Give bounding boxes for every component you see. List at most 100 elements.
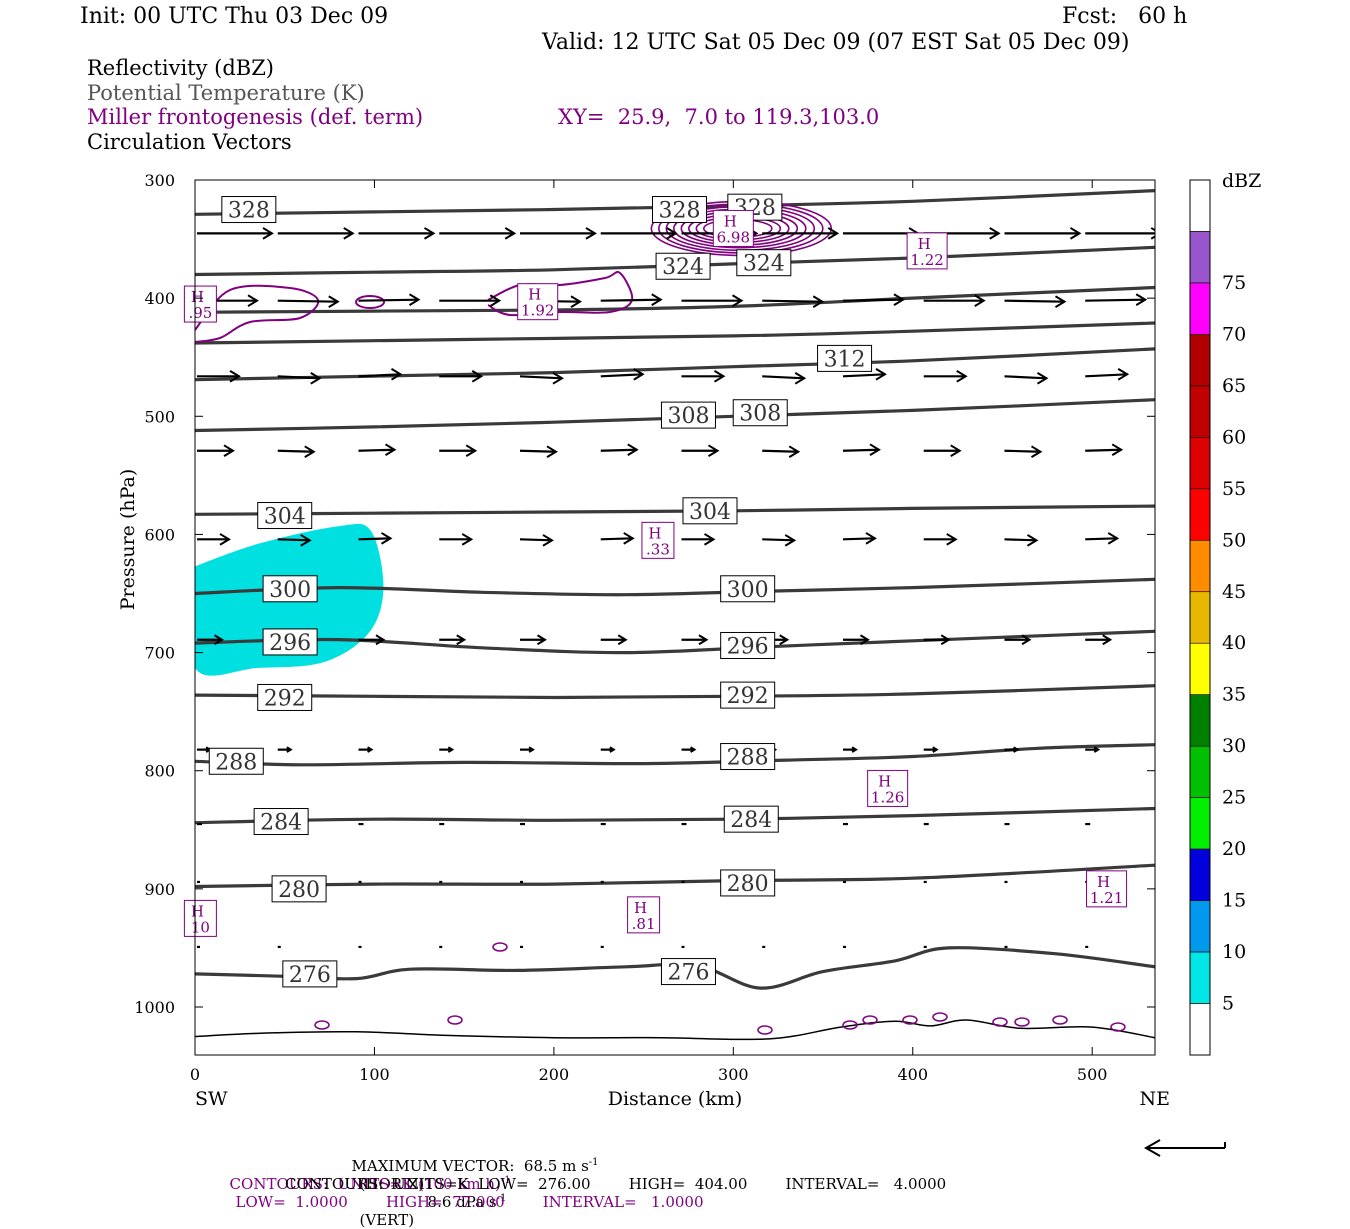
vector-arrow xyxy=(1085,537,1118,541)
colorbar-level: 40 xyxy=(1222,632,1246,654)
frontogenesis-contour xyxy=(492,942,508,952)
theta-line xyxy=(195,684,1155,700)
vector-arrowhead xyxy=(690,746,697,753)
theta-label-box xyxy=(720,869,776,897)
vector-arrowhead xyxy=(812,295,825,308)
vector-arrow xyxy=(519,375,563,380)
colorbar-level: 5 xyxy=(1222,993,1234,1015)
fronto-label-box xyxy=(641,521,675,559)
theta-label-box xyxy=(262,575,318,603)
theta-line xyxy=(195,398,1155,433)
colorbar-level: 10 xyxy=(1222,941,1246,963)
vector-arrowhead xyxy=(219,533,231,546)
colorbar-segment xyxy=(1189,694,1211,747)
vector-arrow xyxy=(600,373,643,378)
theta-label-text: 284 xyxy=(260,811,302,836)
vector-arrow xyxy=(600,537,633,541)
frontogenesis-contour xyxy=(932,1012,948,1022)
theta-label-box xyxy=(262,628,318,656)
surface-line xyxy=(195,1019,1155,1041)
theta-label-text: 280 xyxy=(727,872,769,897)
vector-arrowhead xyxy=(223,444,235,457)
vector-arrowhead xyxy=(633,368,645,381)
colorbar-title: dBZ xyxy=(1222,170,1261,192)
theta-label-text: 300 xyxy=(269,578,311,603)
vector-arrow xyxy=(762,299,823,303)
circulation-vectors xyxy=(197,227,1155,949)
vector-arrowhead xyxy=(528,746,535,753)
theta-label-box xyxy=(257,502,313,530)
x-tick-label: 300 xyxy=(718,1065,749,1084)
colorbar-level: 45 xyxy=(1222,581,1246,603)
colorbar-frame xyxy=(1189,179,1211,1056)
vector-arrowhead xyxy=(585,227,597,240)
colorbar-segment xyxy=(1189,539,1211,593)
vector-arrow xyxy=(358,537,391,541)
theta-label-box xyxy=(682,497,738,525)
legend-circulation-vectors: Circulation Vectors xyxy=(87,130,292,154)
vector-arrowhead xyxy=(875,368,887,381)
vector-arrowhead xyxy=(698,634,709,646)
theta-contour-label: 288 xyxy=(720,743,776,771)
theta-label-text: 276 xyxy=(667,961,709,986)
dbz-colorbar: dBZ 5 10 15 20 25 30 35 40 45 50 55 60 65 70 75 xyxy=(1189,170,1261,1056)
theta-label-text: 276 xyxy=(289,963,331,988)
frontogenesis-contour xyxy=(447,1015,463,1025)
vector-arrowhead xyxy=(893,293,905,306)
frontogenesis-max-label: H1.26 xyxy=(867,769,909,807)
legend-xy-endpoints: XY= 25.9, 7.0 to 119.3,103.0 xyxy=(558,105,880,129)
theta-contour-label: 328 xyxy=(221,196,277,224)
vector-arrow xyxy=(277,299,338,303)
footer-theta-contours: CONTOURS: UNITS=K LOW= 276.00 HIGH= 404.… xyxy=(285,1175,947,1193)
max-vector-vert: (VERT) xyxy=(359,1211,415,1229)
vector-arrowhead xyxy=(286,746,293,753)
theta-contour-label: 324 xyxy=(655,252,711,280)
max-vector-vert-exp: -1 xyxy=(496,1193,507,1204)
fronto-units: CONTOURS: UNITS=K (100 km h) xyxy=(229,1175,501,1193)
colorbar-segment xyxy=(1189,848,1211,901)
x-tick-label: 400 xyxy=(897,1065,928,1084)
frontogenesis-max-label: H6.98 xyxy=(712,209,754,247)
vector-arrowhead xyxy=(456,634,467,646)
colorbar-segment xyxy=(1189,1003,1211,1056)
theta-line xyxy=(195,577,1155,597)
theta-label-box xyxy=(655,252,711,280)
theta-label-box xyxy=(253,808,309,836)
vector-arrow xyxy=(762,449,799,453)
vector-arrowhead xyxy=(384,443,397,456)
frontogenesis-max-label: H.33 xyxy=(641,521,675,559)
theta-contour-label: 308 xyxy=(660,401,716,429)
theta-contour-label: 276 xyxy=(660,958,716,986)
theta-line xyxy=(195,504,1155,516)
colorbar-level: 75 xyxy=(1222,272,1246,294)
fronto-label-box xyxy=(906,232,948,270)
colorbar-segment xyxy=(1189,900,1211,953)
frontogenesis-max-label: H1.21 xyxy=(1086,870,1128,908)
vector-arrowhead xyxy=(1102,634,1113,646)
frontogenesis-contour xyxy=(195,284,320,343)
vector-arrow xyxy=(842,537,876,541)
fronto-label-h: H xyxy=(724,212,737,230)
fronto-levels: LOW= 1.0000 HIGH= 77.000 INTERVAL= 1.000… xyxy=(235,1193,704,1211)
theta-contour-label: 308 xyxy=(732,399,788,427)
theta-label-box xyxy=(723,805,779,833)
fronto-units-exp: -1 xyxy=(500,1175,511,1186)
colorbar-level: 60 xyxy=(1222,426,1246,448)
vector-arrowhead xyxy=(623,532,635,545)
colorbar-level: 30 xyxy=(1222,735,1246,757)
ne-label: NE xyxy=(1140,1088,1171,1110)
x-axis-label: Distance (km) xyxy=(608,1088,743,1110)
theta-line xyxy=(195,806,1155,825)
colorbar-level: 70 xyxy=(1222,323,1246,345)
vector-arrowhead xyxy=(617,634,628,646)
vector-arrow xyxy=(842,448,880,452)
vector-arrowhead xyxy=(367,746,374,753)
vector-arrow xyxy=(519,449,557,453)
x-tick-label: 200 xyxy=(539,1065,570,1084)
fronto-label-value: 1.22 xyxy=(910,251,943,269)
axes: 300 400 500 600 700 800 900 1000 0 100 200 300 400 50… xyxy=(117,171,1170,1110)
vector-arrowhead xyxy=(1036,372,1049,385)
vector-arrowhead xyxy=(788,445,801,458)
colorbar-level: 55 xyxy=(1222,478,1246,500)
vector-arrowhead xyxy=(666,227,678,240)
